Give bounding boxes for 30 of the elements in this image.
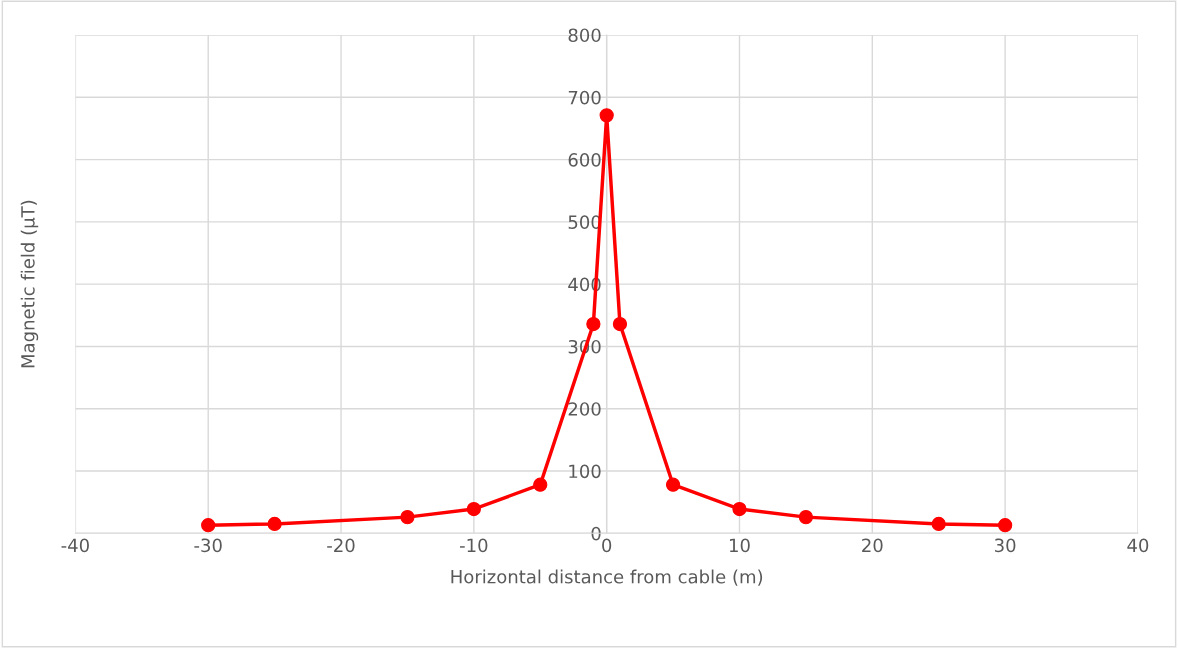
point: [533, 477, 548, 492]
point: [612, 316, 628, 332]
point: [732, 501, 747, 517]
y-tick-label: 0: [591, 526, 601, 541]
x-tick-label: -40: [61, 538, 89, 553]
x-tick-label: 10: [729, 538, 750, 553]
point: [267, 516, 282, 532]
y-tick-label: 100: [569, 464, 601, 479]
y-axis-title: Magnetic field (µT): [20, 200, 39, 368]
x-tick-label: 20: [862, 538, 883, 553]
point: [998, 518, 1013, 533]
x-tick-label: -10: [459, 538, 488, 553]
x-tick-label: -30: [194, 538, 222, 553]
y-tick-label: 800: [568, 28, 601, 43]
x-tick-label: 0: [602, 538, 612, 553]
point: [201, 518, 216, 533]
point: [798, 509, 814, 525]
x-tick-label: 30: [995, 538, 1016, 553]
x-axis-title: Horizontal distance from cable (m): [451, 569, 763, 586]
point: [665, 477, 681, 492]
x-tick-label: 40: [1127, 538, 1149, 553]
x-tick-label: -20: [327, 538, 355, 553]
point: [931, 516, 946, 532]
point: [400, 509, 415, 525]
point: [599, 108, 614, 123]
point: [466, 501, 481, 517]
y-tick-label: 200: [568, 402, 601, 416]
point: [586, 316, 601, 332]
y-tick-label: 600: [568, 153, 601, 167]
y-tick-label: 700: [568, 90, 601, 105]
